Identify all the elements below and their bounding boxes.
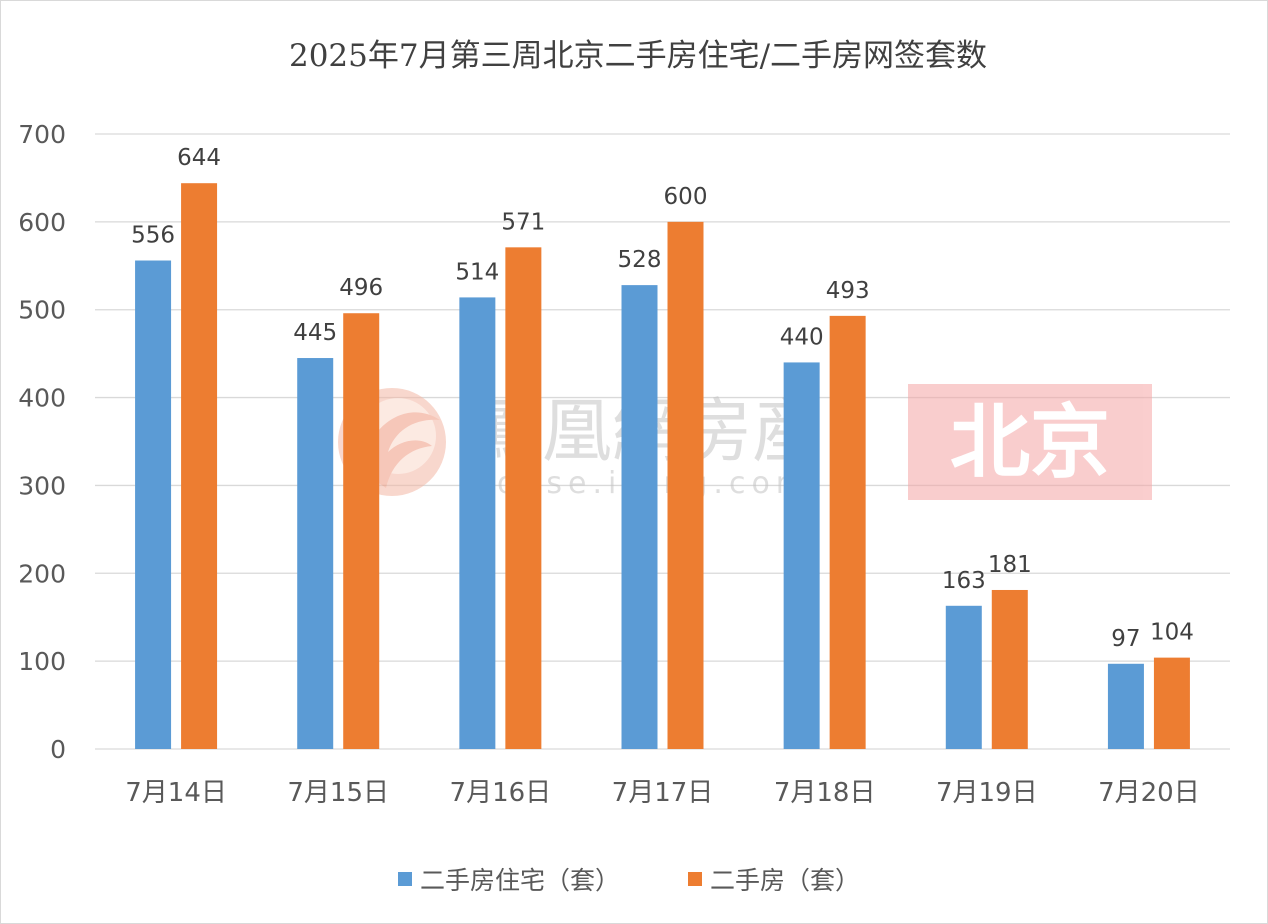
y-tick-label: 200	[18, 559, 66, 588]
y-tick-label: 700	[18, 120, 66, 149]
y-tick-label: 0	[50, 735, 66, 764]
data-label: 644	[177, 145, 221, 171]
y-tick-label: 300	[18, 471, 66, 500]
bar-residential	[945, 605, 982, 749]
data-label: 445	[293, 320, 337, 346]
data-label: 496	[339, 275, 383, 301]
y-tick-label: 400	[18, 384, 66, 413]
bar-total	[343, 313, 380, 749]
data-label: 181	[988, 552, 1032, 578]
x-tick-label: 7月14日	[125, 778, 227, 808]
bar-total	[505, 247, 542, 750]
bar-total	[991, 589, 1028, 749]
chart-title: 2025年7月第三周北京二手房住宅/二手房网签套数	[289, 38, 987, 74]
data-label: 556	[131, 223, 175, 249]
legend-label: 二手房（套）	[710, 866, 860, 895]
x-axis: 7月14日 7月15日 7月16日 7月17日 7月18日 7月19日 7月20日	[125, 778, 1199, 808]
bar-total	[829, 315, 866, 749]
watermark-city: 北京	[950, 396, 1110, 489]
data-label: 571	[501, 209, 545, 235]
data-label: 493	[826, 278, 870, 304]
bar-residential	[459, 297, 496, 749]
watermark-city-box	[908, 384, 1152, 500]
bar-total	[667, 221, 704, 749]
x-tick-label: 7月19日	[936, 778, 1038, 808]
x-tick-label: 7月16日	[450, 778, 552, 808]
data-label: 528	[618, 247, 662, 273]
bar-total	[1153, 657, 1190, 749]
gridlines	[95, 133, 1230, 750]
data-label: 163	[942, 568, 986, 594]
y-axis: 0 100 200 300 400 500 600 700	[18, 120, 66, 764]
data-label: 600	[664, 184, 708, 210]
bar-total	[181, 183, 218, 749]
bar-residential	[783, 362, 820, 749]
bar-residential	[135, 260, 172, 749]
x-tick-label: 7月17日	[612, 778, 714, 808]
bar-residential	[297, 358, 334, 749]
y-tick-label: 100	[18, 647, 66, 676]
data-label: 104	[1150, 620, 1194, 646]
data-label: 440	[780, 324, 824, 350]
data-label: 97	[1111, 626, 1140, 652]
x-tick-label: 7月18日	[774, 778, 876, 808]
y-tick-label: 500	[18, 296, 66, 325]
bars	[135, 183, 1190, 750]
y-tick-label: 600	[18, 208, 66, 237]
bar-residential	[1107, 663, 1144, 749]
x-tick-label: 7月20日	[1098, 778, 1200, 808]
legend: 二手房住宅（套） 二手房（套）	[398, 866, 860, 895]
x-tick-label: 7月15日	[287, 778, 389, 808]
legend-label: 二手房住宅（套）	[420, 866, 620, 895]
legend-swatch	[398, 872, 412, 886]
legend-swatch	[688, 872, 702, 886]
bar-residential	[621, 285, 658, 749]
data-label: 514	[455, 259, 499, 285]
